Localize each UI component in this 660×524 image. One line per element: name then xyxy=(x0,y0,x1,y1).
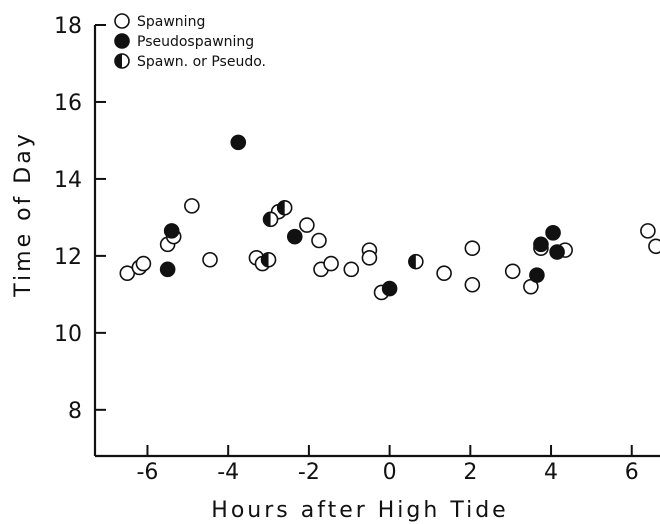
x-tick-label: -4 xyxy=(217,460,239,485)
y-tick-label: 8 xyxy=(68,399,82,424)
point-open xyxy=(323,255,339,272)
point-half xyxy=(260,251,277,268)
legend-marker-half xyxy=(114,53,130,69)
y-tick-label: 16 xyxy=(54,91,82,116)
point-open xyxy=(464,240,481,256)
point-open xyxy=(464,276,481,293)
x-tick-label: -6 xyxy=(136,460,158,485)
y-axis-label: Time of Day xyxy=(11,131,36,297)
point-open xyxy=(311,232,327,249)
y-tick-label: 18 xyxy=(54,14,82,39)
legend-label: Pseudospawning xyxy=(137,34,254,50)
point-filled xyxy=(533,236,549,253)
legend-label: Spawn. or Pseudo. xyxy=(137,54,266,70)
axes xyxy=(93,24,660,458)
legend-marker-open xyxy=(114,13,130,29)
point-open xyxy=(640,223,656,239)
point-filled xyxy=(545,225,561,241)
point-filled xyxy=(286,228,303,245)
point-open xyxy=(648,238,660,255)
point-filled xyxy=(230,134,247,151)
point-open xyxy=(504,263,521,280)
point-half xyxy=(276,199,293,216)
x-tick-label: 0 xyxy=(383,460,397,485)
y-tick-label: 12 xyxy=(54,245,82,270)
y-tick-label: 10 xyxy=(54,322,82,347)
x-tick-label: 6 xyxy=(625,460,639,485)
y-tick-label: 14 xyxy=(54,168,82,193)
point-filled xyxy=(163,223,180,239)
point-half xyxy=(262,211,279,228)
x-axis-label: Hours after High Tide xyxy=(211,498,508,523)
point-open xyxy=(343,261,360,278)
data-points xyxy=(119,134,660,301)
y-tick-labels: 8 10 12 14 16 18 xyxy=(54,14,82,424)
x-tick-label: 2 xyxy=(463,460,477,485)
point-open xyxy=(184,198,200,214)
point-open xyxy=(299,217,315,233)
point-filled xyxy=(529,267,545,283)
point-filled xyxy=(549,244,565,260)
point-open xyxy=(361,250,378,266)
point-open xyxy=(436,265,452,282)
point-open xyxy=(202,251,218,268)
legend-marker-filled xyxy=(114,33,130,49)
legend: Spawning Pseudospawning Spawn. or Pseudo. xyxy=(114,13,266,70)
point-filled xyxy=(381,280,398,297)
point-half xyxy=(408,253,424,270)
x-tick-label: -2 xyxy=(298,460,320,485)
legend-label: Spawning xyxy=(137,14,205,30)
x-tick-labels: -6 -4 -2 0 2 4 6 xyxy=(136,460,638,485)
x-tick-label: 4 xyxy=(544,460,558,485)
point-open xyxy=(135,255,152,272)
point-filled xyxy=(159,261,176,278)
